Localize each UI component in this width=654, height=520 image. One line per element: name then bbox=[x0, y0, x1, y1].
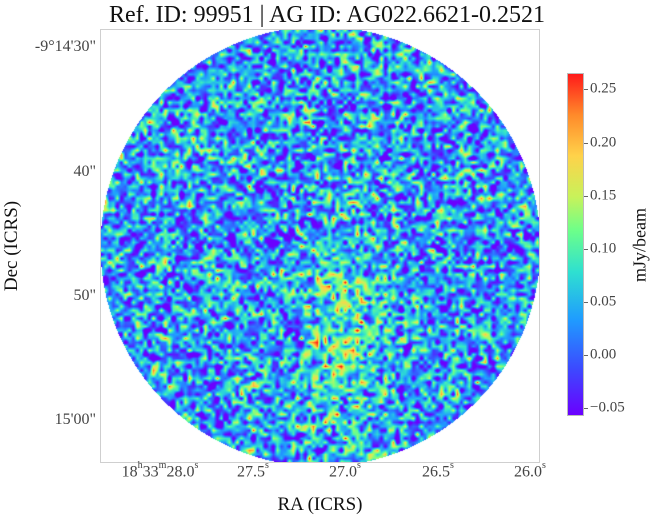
ra-tick-label: 27.5s bbox=[237, 460, 269, 481]
ra-tick-label: 26.0s bbox=[514, 460, 546, 481]
colorbar-tick-label: 0.15 bbox=[590, 187, 617, 204]
colorbar-tick-label: 0.00 bbox=[590, 346, 617, 363]
dec-tick-label: -9°14'30" bbox=[34, 38, 96, 55]
colorbar-tick-label: −0.05 bbox=[590, 399, 625, 416]
radio-map-image bbox=[101, 30, 539, 462]
figure-title: Ref. ID: 99951 | AG ID: AG022.6621-0.252… bbox=[108, 2, 546, 28]
colorbar-tick-mark bbox=[584, 355, 588, 356]
colorbar-tick-label: 0.25 bbox=[590, 80, 617, 97]
colorbar-tick-mark bbox=[584, 302, 588, 303]
colorbar-tick-label: 0.20 bbox=[590, 134, 617, 151]
ra-tick-label: 27.0s bbox=[329, 460, 361, 481]
colorbar-tick-mark bbox=[584, 89, 588, 90]
dec-tick-label: 50" bbox=[73, 287, 96, 304]
image-frame bbox=[100, 29, 540, 463]
colorbar-tick-mark bbox=[584, 408, 588, 409]
colorbar-tick-mark bbox=[584, 249, 588, 250]
ra-tick-label: 26.5s bbox=[422, 460, 454, 481]
colorbar-tick-mark bbox=[584, 143, 588, 144]
colorbar-tick-label: 0.10 bbox=[590, 240, 617, 257]
dec-tick-label: 15'00" bbox=[54, 411, 96, 428]
x-axis-label: RA (ICRS) bbox=[277, 494, 363, 515]
colorbar-tick-label: 0.05 bbox=[590, 293, 617, 310]
dec-tick-label: 40" bbox=[73, 163, 96, 180]
ra-tick-label: 18h33m28.0s bbox=[121, 460, 199, 481]
y-axis-label: Dec (ICRS) bbox=[1, 200, 22, 292]
colorbar-label: mJy/beam bbox=[629, 208, 650, 282]
colorbar-tick-mark bbox=[584, 196, 588, 197]
colorbar bbox=[567, 73, 584, 416]
